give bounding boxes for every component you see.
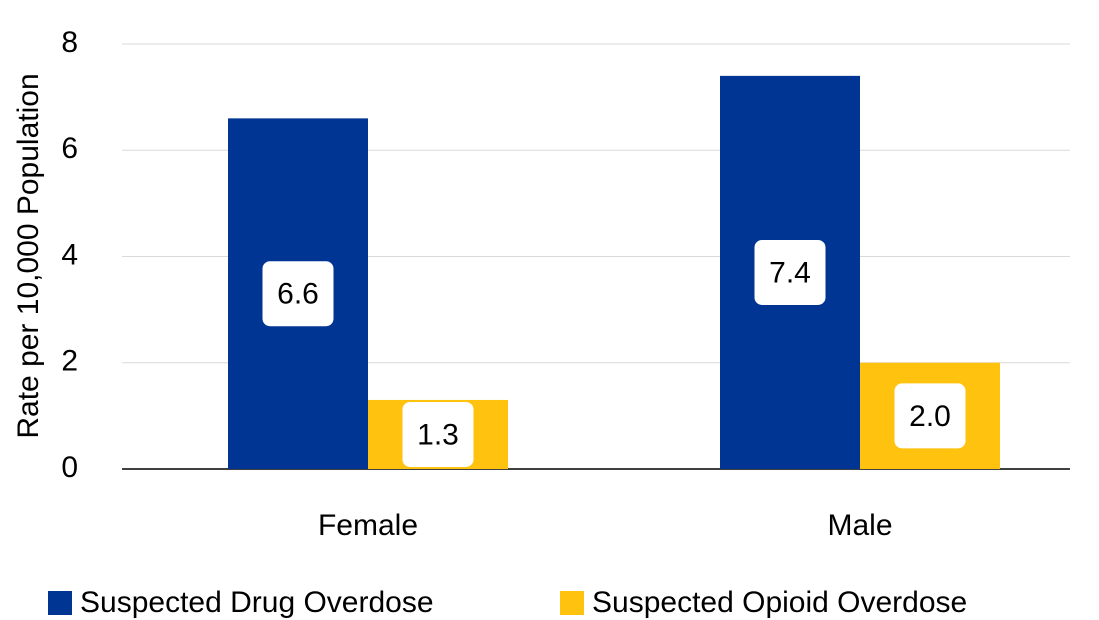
data-label-box: [893, 382, 967, 450]
y-tick-label: 0: [61, 451, 78, 484]
data-label-box: [261, 260, 335, 328]
legend-label: Suspected Opioid Overdose: [592, 586, 967, 619]
y-tick-label: 6: [61, 132, 78, 165]
legend-swatch: [560, 591, 584, 615]
data-label-box: [753, 238, 827, 306]
y-tick-label: 8: [61, 26, 78, 59]
x-tick-label: Male: [827, 509, 892, 542]
data-label: 1.3: [417, 418, 459, 451]
y-tick-label: 4: [61, 238, 78, 271]
data-label-box: [401, 400, 475, 468]
data-label: 2.0: [909, 400, 951, 433]
legend-swatch: [48, 591, 72, 615]
data-label: 6.6: [277, 278, 319, 311]
y-axis-label: Rate per 10,000 Population: [12, 73, 45, 438]
y-tick-label: 2: [61, 345, 78, 378]
data-label: 7.4: [769, 256, 811, 289]
legend-label: Suspected Drug Overdose: [80, 586, 434, 619]
x-tick-label: Female: [318, 509, 418, 542]
